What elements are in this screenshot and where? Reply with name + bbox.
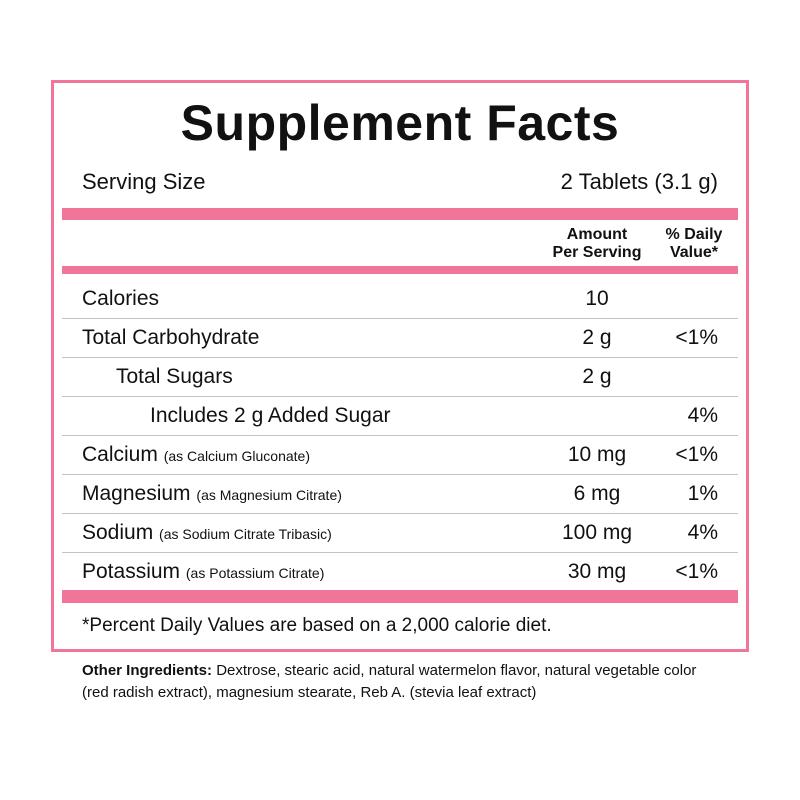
other-ingredients-label: Other Ingredients: xyxy=(82,662,213,679)
nutrient-source-note: (as Magnesium Citrate) xyxy=(196,487,342,503)
facts-panel-border xyxy=(51,80,749,652)
amount-per-serving: 2 g xyxy=(582,365,612,388)
amount-header: Amount Per Serving xyxy=(540,226,654,262)
other-ingredients-text: Dextrose, stearic acid, natural watermel… xyxy=(82,662,697,701)
serving-size-value: 2 Tablets (3.1 g) xyxy=(560,169,718,194)
nutrient-row: Calories 10 xyxy=(62,279,738,319)
nutrient-source-note: (as Calcium Gluconate) xyxy=(163,448,310,464)
daily-value-footnote: *Percent Daily Values are based on a 2,0… xyxy=(82,615,552,636)
nutrient-name: Magnesium (as Magnesium Citrate) xyxy=(82,482,342,506)
nutrient-label: Calcium xyxy=(82,443,158,466)
amount-per-serving: 10 mg xyxy=(567,443,627,466)
amount-per-serving: 10 xyxy=(585,287,609,310)
nutrient-name: Includes 2 g Added Sugar xyxy=(150,404,391,428)
nutrient-label: Includes 2 g Added Sugar xyxy=(150,404,391,427)
amount-per-serving: 30 mg xyxy=(567,560,627,583)
percent-daily-value: <1% xyxy=(675,443,718,466)
percent-daily-value: <1% xyxy=(675,326,718,349)
nutrient-row: Sodium (as Sodium Citrate Tribasic) 100 m… xyxy=(62,513,738,553)
nutrient-label: Calories xyxy=(82,287,160,310)
amount-header-line2: Per Serving xyxy=(552,244,642,261)
medium-divider xyxy=(62,266,738,274)
daily-value-header: % Daily Value* xyxy=(656,226,732,262)
nutrient-label: Magnesium xyxy=(82,482,191,505)
serving-size-label: Serving Size xyxy=(82,169,206,194)
nutrient-label: Total Carbohydrate xyxy=(82,326,260,349)
dv-header-line2: Value* xyxy=(669,244,719,261)
nutrient-row: Total Carbohydrate 2 g <1% xyxy=(62,318,738,358)
percent-daily-value: 1% xyxy=(687,482,718,505)
nutrient-name: Calcium (as Calcium Gluconate) xyxy=(82,443,310,467)
nutrient-row: Magnesium (as Magnesium Citrate) 6 mg 1% xyxy=(62,474,738,514)
thick-divider-bottom xyxy=(62,590,738,603)
serving-size-row: Serving Size 2 Tablets (3.1 g) xyxy=(82,169,718,195)
amount-per-serving: 2 g xyxy=(582,326,612,349)
percent-daily-value: <1% xyxy=(675,560,718,583)
nutrient-name: Total Sugars xyxy=(116,365,233,389)
nutrient-label: Total Sugars xyxy=(116,365,233,388)
nutrient-name: Total Carbohydrate xyxy=(82,326,259,350)
other-ingredients: Other Ingredients: Dextrose, stearic aci… xyxy=(82,660,722,704)
nutrient-row: Potassium (as Potassium Citrate) 30 mg <1% xyxy=(62,552,738,591)
nutrient-source-note: (as Sodium Citrate Tribasic) xyxy=(159,526,332,542)
nutrient-name: Potassium (as Potassium Citrate) xyxy=(82,560,324,584)
thick-divider xyxy=(62,208,738,220)
nutrient-row: Total Sugars 2 g xyxy=(62,357,738,397)
dv-header-line1: % Daily xyxy=(665,226,723,243)
percent-daily-value: 4% xyxy=(687,404,718,427)
nutrient-row: Includes 2 g Added Sugar 4% xyxy=(62,396,738,436)
nutrient-name: Sodium (as Sodium Citrate Tribasic) xyxy=(82,521,332,545)
amount-per-serving: 100 mg xyxy=(561,521,633,544)
nutrient-label: Sodium xyxy=(82,521,154,544)
nutrient-source-note: (as Potassium Citrate) xyxy=(185,565,325,581)
amount-per-serving: 6 mg xyxy=(573,482,621,505)
nutrient-name: Calories xyxy=(82,287,159,311)
nutrient-label: Potassium xyxy=(82,560,181,583)
nutrient-row: Calcium (as Calcium Gluconate) 10 mg <1% xyxy=(62,435,738,475)
percent-daily-value: 4% xyxy=(687,521,718,544)
panel-title: Supplement Facts xyxy=(180,95,620,151)
amount-header-line1: Amount xyxy=(566,226,628,243)
